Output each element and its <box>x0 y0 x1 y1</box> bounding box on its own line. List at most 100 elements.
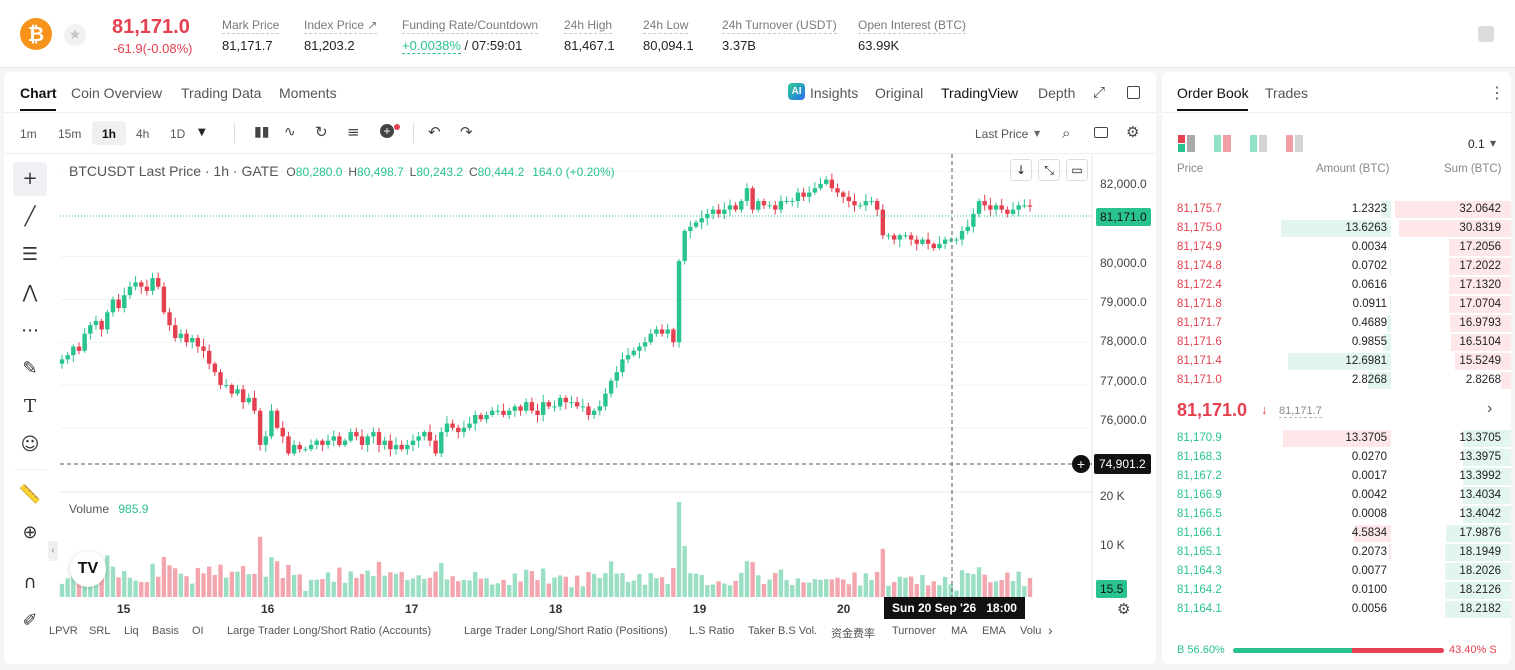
volume-bar <box>710 584 716 597</box>
ask-row[interactable]: 81,171.4 12.6981 15.5249 <box>1162 352 1511 371</box>
interval-15m[interactable]: 15m <box>58 127 82 141</box>
bid-row[interactable]: 81,164.2 0.0100 18.2126 <box>1162 581 1511 600</box>
indicator-funding-rate[interactable]: 资金费率 <box>831 628 875 640</box>
ask-row[interactable]: 81,171.6 0.9855 16.5104 <box>1162 333 1511 352</box>
undo-icon[interactable]: ↶ <box>428 123 441 141</box>
expand-icon[interactable]: ⤢ <box>1093 83 1106 101</box>
crosshair-tool-icon[interactable]: + <box>22 168 38 189</box>
indicator-ls-ratio[interactable]: L.S Ratio <box>689 625 735 637</box>
stat-index-price[interactable]: Index Price ↗ 81,203.2 <box>304 18 378 53</box>
bid-row[interactable]: 81,165.1 0.2073 18.1949 <box>1162 543 1511 562</box>
tab-order-book[interactable]: Order Book <box>1177 85 1249 101</box>
indicator-oi[interactable]: OI <box>192 625 204 637</box>
horizontal-lines-tool-icon[interactable]: ☰ <box>21 244 39 265</box>
add-indicator-icon[interactable]: + <box>380 124 394 138</box>
ask-row[interactable]: 81,172.4 0.0616 17.1320 <box>1162 276 1511 295</box>
chevron-down-icon[interactable]: ▼ <box>198 127 206 138</box>
volume-bar <box>467 580 472 597</box>
chevron-down-icon[interactable]: ▼ <box>1034 129 1041 138</box>
search-icon[interactable]: ⌕ <box>1062 124 1071 142</box>
add-alert-icon[interactable]: + <box>1072 455 1090 473</box>
ask-row[interactable]: 81,174.8 0.0702 17.2022 <box>1162 257 1511 276</box>
candle-type-icon[interactable]: ▮▮ <box>254 124 270 140</box>
pattern-tool-icon[interactable]: ⋀ <box>22 282 38 303</box>
indicator-large-trader-positions[interactable]: Large Trader Long/Short Ratio (Positions… <box>464 625 668 637</box>
chevron-right-icon[interactable]: › <box>1048 622 1053 638</box>
orderbook-both-view-icon[interactable] <box>1178 135 1195 152</box>
pencil-lock-tool-icon[interactable]: ✐ <box>22 610 38 631</box>
window-icon[interactable] <box>1127 86 1140 99</box>
price-type-select[interactable]: Last Price <box>975 127 1029 141</box>
tab-moments[interactable]: Moments <box>279 85 337 101</box>
ask-row[interactable]: 81,171.0 2.8268 2.8268 <box>1162 371 1511 390</box>
fullscreen-icon[interactable]: ▭ <box>1066 159 1088 181</box>
camera-icon[interactable] <box>1094 127 1108 138</box>
ask-row[interactable]: 81,174.9 0.0034 17.2056 <box>1162 238 1511 257</box>
precision-select[interactable]: 0.1 <box>1468 137 1485 151</box>
interval-1m[interactable]: 1m <box>20 127 37 141</box>
tab-tradingview[interactable]: TradingView <box>941 85 1019 101</box>
ask-row[interactable]: 81,171.7 0.4689 16.9793 <box>1162 314 1511 333</box>
compare-icon[interactable]: ↻ <box>315 123 328 141</box>
fib-tool-icon[interactable]: ⋯ <box>21 320 39 341</box>
orderbook-asks-view-icon[interactable] <box>1286 135 1303 152</box>
volume-tag: 15.5 <box>1096 580 1128 598</box>
ask-row[interactable]: 81,175.7 1.2323 32.0642 <box>1162 200 1511 219</box>
collapse-toolbar-icon[interactable]: ‹ <box>48 541 58 561</box>
bid-row[interactable]: 81,168.3 0.0270 13.3975 <box>1162 448 1511 467</box>
volume-bar <box>484 578 489 597</box>
bid-row[interactable]: 81,166.1 4.5834 17.9876 <box>1162 524 1511 543</box>
collapse-icon[interactable]: ⤡ <box>1038 159 1060 181</box>
indicator-taker-bs-vol[interactable]: Taker B.S Vol. <box>748 625 818 637</box>
chevron-down-icon[interactable]: ▼ <box>1490 139 1497 148</box>
tab-depth[interactable]: Depth <box>1038 85 1076 101</box>
more-icon[interactable]: ⋮ <box>1489 85 1505 102</box>
book-icon[interactable] <box>1478 26 1494 42</box>
bid-row[interactable]: 81,166.9 0.0042 13.4034 <box>1162 486 1511 505</box>
interval-1h[interactable]: 1h <box>102 127 117 141</box>
scroll-down-icon[interactable]: ↓ <box>1010 159 1032 181</box>
indicator-ema[interactable]: EMA <box>982 625 1006 637</box>
emoji-tool-icon[interactable]: ☺ <box>20 434 40 455</box>
bid-row[interactable]: 81,166.5 0.0008 13.4042 <box>1162 505 1511 524</box>
interval-4h[interactable]: 4h <box>136 127 150 141</box>
zoom-in-tool-icon[interactable]: ⊕ <box>22 522 38 543</box>
text-tool-icon[interactable]: T <box>23 396 36 417</box>
ask-row[interactable]: 81,171.8 0.0911 17.0704 <box>1162 295 1511 314</box>
indicator-liq[interactable]: Liq <box>124 625 139 637</box>
tradingview-logo[interactable]: TV <box>70 551 106 587</box>
indicator-large-trader-accounts[interactable]: Large Trader Long/Short Ratio (Accounts) <box>227 625 432 637</box>
orderbook-view-icon[interactable] <box>1214 135 1231 152</box>
indicator-lpvr[interactable]: LPVR <box>49 625 78 637</box>
indicator-ma[interactable]: MA <box>951 625 968 637</box>
indicator-turnover[interactable]: Turnover <box>892 625 936 637</box>
brush-tool-icon[interactable]: ✎ <box>22 358 38 379</box>
indicator-icon[interactable]: ∿ <box>284 124 296 140</box>
interval-1d[interactable]: 1D <box>170 127 186 141</box>
list-icon[interactable]: ≡ <box>347 123 360 141</box>
tab-insights[interactable]: Insights <box>810 85 859 101</box>
magnet-tool-icon[interactable]: ∩ <box>23 572 37 593</box>
indicator-volume[interactable]: Volu <box>1020 625 1042 637</box>
tab-coin-overview[interactable]: Coin Overview <box>71 85 163 101</box>
bid-row[interactable]: 81,164.1 0.0056 18.2182 <box>1162 600 1511 619</box>
chart-settings-icon[interactable]: ⚙ <box>1117 600 1131 618</box>
bid-row[interactable]: 81,164.3 0.0077 18.2026 <box>1162 562 1511 581</box>
ask-row[interactable]: 81,175.0 13.6263 30.8319 <box>1162 219 1511 238</box>
tab-chart[interactable]: Chart <box>20 85 57 101</box>
bid-row[interactable]: 81,167.2 0.0017 13.3992 <box>1162 467 1511 486</box>
trendline-tool-icon[interactable]: ╱ <box>24 206 36 227</box>
tab-trades[interactable]: Trades <box>1265 85 1309 101</box>
gear-icon[interactable]: ⚙ <box>1126 123 1140 141</box>
redo-icon[interactable]: ↷ <box>460 123 473 141</box>
tab-original[interactable]: Original <box>875 85 924 101</box>
indicator-srl[interactable]: SRL <box>89 625 111 637</box>
orderbook-bids-view-icon[interactable] <box>1250 135 1267 152</box>
chevron-right-icon[interactable]: › <box>1487 400 1493 417</box>
ruler-tool-icon[interactable]: 📏 <box>18 484 42 505</box>
favorite-star-icon[interactable]: ★ <box>64 24 86 46</box>
indicator-basis[interactable]: Basis <box>152 625 179 637</box>
bid-row[interactable]: 81,170.9 13.3705 13.3705 <box>1162 429 1511 448</box>
tab-trading-data[interactable]: Trading Data <box>181 85 262 101</box>
